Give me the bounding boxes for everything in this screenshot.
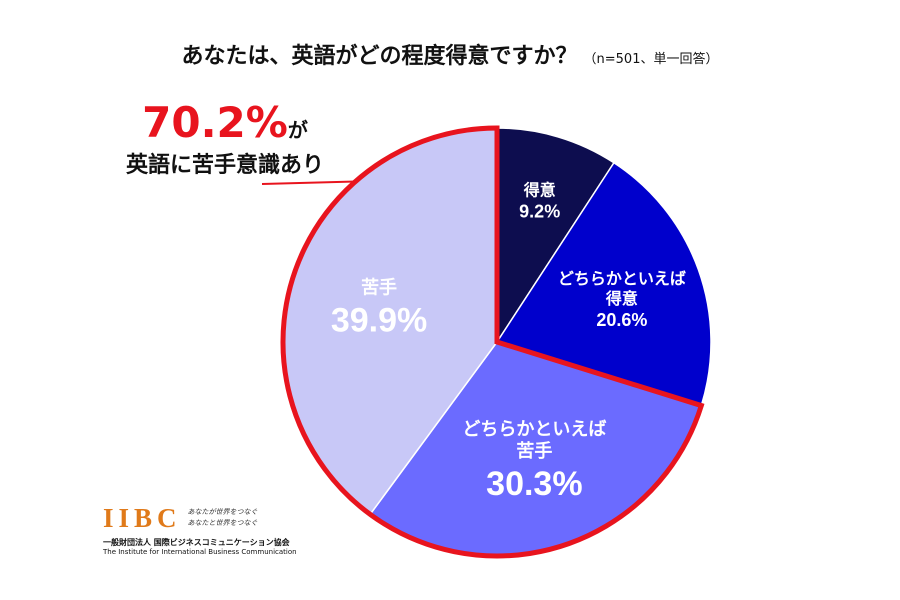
logo-mark: IIBC — [103, 503, 182, 533]
slice-value-label: 39.9% — [331, 301, 427, 339]
pie-slice — [495, 161, 712, 407]
logo-tagline-2: あなたと世界をつなぐ — [187, 519, 258, 527]
highlight-text: 英語に苦手意識あり — [125, 153, 324, 178]
logo-org-ja: 一般財団法人 国際ビジネスコミュニケーション協会 — [103, 538, 290, 547]
highlight-outline — [280, 125, 705, 559]
slice-label: どちらかといえば — [462, 419, 606, 440]
chart-subtitle: （n=501、単一回答） — [583, 52, 719, 67]
logo-tagline-1: あなたが世界をつなぐ — [187, 508, 258, 516]
logo-org-en: The Institute for International Business… — [103, 548, 297, 556]
slice-label: 苦手 — [361, 276, 397, 298]
highlight-leader-line — [261, 180, 356, 185]
slice-label: 得意 — [605, 289, 638, 308]
slice-labels: 得意9.2%どちらかといえば得意20.6%どちらかといえば苦手30.3%苦手39… — [331, 180, 686, 502]
chart-title: あなたは、英語がどの程度得意ですか？ （n=501、単一回答） — [0, 38, 900, 70]
highlight-callout: 70.2%が 英語に苦手意識あり — [100, 98, 350, 179]
iibc-logo: IIBC あなたが世界をつなぐ あなたと世界をつなぐ 一般財団法人 国際ビジネス… — [103, 503, 323, 556]
chart-title-text: あなたは、英語がどの程度得意ですか？ — [181, 44, 578, 69]
slice-value-label: 20.6% — [596, 310, 647, 330]
slice-value-label: 9.2% — [519, 201, 560, 221]
logo-taglines: あなたが世界をつなぐ あなたと世界をつなぐ — [188, 507, 258, 529]
pie-slice — [496, 127, 615, 345]
slice-label: 得意 — [523, 180, 556, 199]
slice-value-label: 30.3% — [486, 465, 582, 503]
pie-slices — [282, 127, 712, 557]
slice-label: 苦手 — [516, 440, 552, 462]
highlight-percent: 70.2% — [142, 98, 288, 147]
slice-label: どちらかといえば — [558, 269, 686, 288]
highlight-suffix: が — [287, 118, 308, 142]
